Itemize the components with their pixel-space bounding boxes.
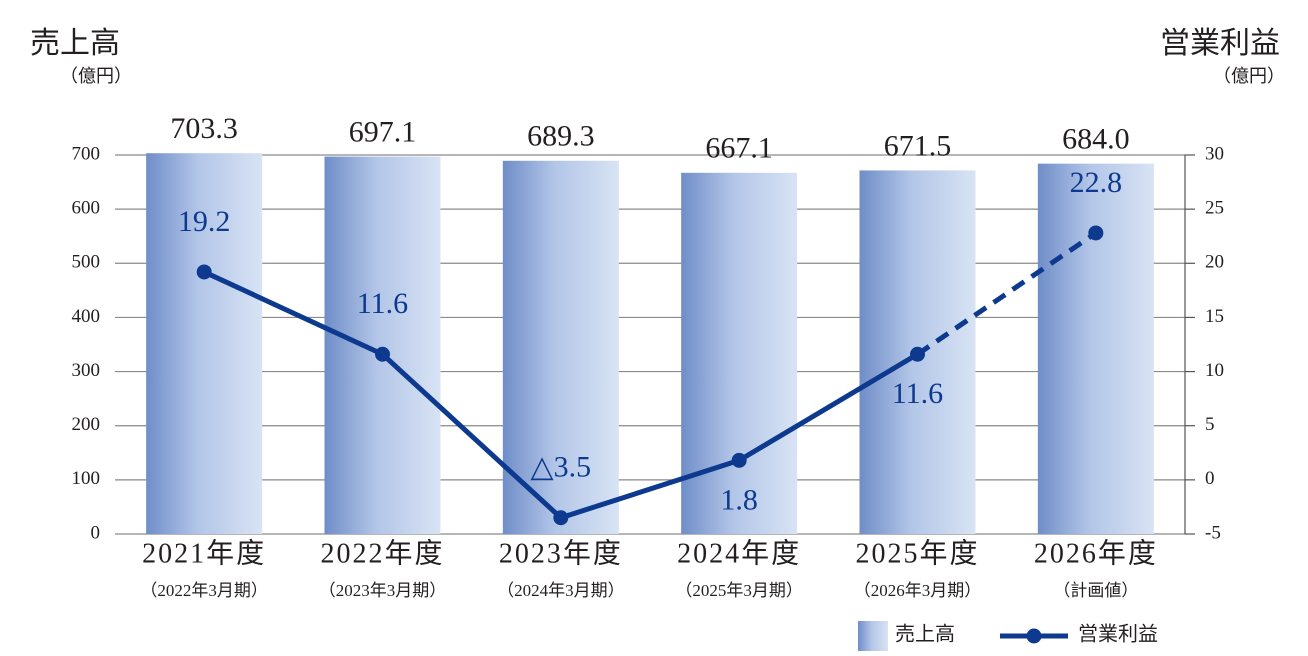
x-tick-label: 2022年度: [320, 537, 444, 569]
x-tick-sublabel: （2022年3月期）: [140, 581, 268, 600]
x-tick-label: 2026年度: [1034, 537, 1158, 569]
y2-axis-unit: （億円）: [1213, 66, 1285, 86]
y2-tick-label: 10: [1205, 360, 1224, 381]
y-tick-label: 400: [72, 306, 101, 327]
x-tick-label: 2023年度: [499, 537, 623, 569]
line-value-label: 11.6: [357, 287, 408, 320]
line-marker: [553, 510, 569, 526]
y2-tick-label: 15: [1205, 306, 1224, 327]
y2-tick-label: 5: [1205, 414, 1215, 435]
bar: [324, 156, 441, 535]
line-value-label: 22.8: [1070, 166, 1123, 199]
bar-value-label: 689.3: [527, 120, 595, 153]
y-axis-unit: （億円）: [60, 66, 132, 86]
y-tick-label: 200: [72, 414, 101, 435]
line-value-label: 19.2: [178, 205, 231, 238]
x-tick-sublabel: （2024年3月期）: [497, 581, 625, 600]
x-tick-label: 2025年度: [855, 537, 979, 569]
bar-value-label: 697.1: [349, 115, 417, 148]
line-marker: [910, 346, 925, 362]
legend-label: 営業利益: [1078, 623, 1158, 646]
y-tick-label: 300: [72, 360, 101, 381]
x-tick-sublabel: （計画値）: [1053, 581, 1138, 600]
line-value-label: 11.6: [892, 377, 943, 410]
x-tick-sublabel: （2026年3月期）: [854, 581, 982, 600]
y2-tick-label: 30: [1205, 143, 1224, 164]
bar-value-label: 703.3: [170, 112, 238, 145]
y2-tick-label: -5: [1205, 522, 1221, 543]
bar-value-label: 671.5: [884, 129, 952, 162]
y2-tick-label: 20: [1205, 252, 1224, 273]
x-tick-label: 2024年度: [677, 537, 801, 569]
y2-tick-label: 25: [1205, 198, 1224, 219]
y-tick-label: 700: [72, 143, 101, 164]
legend-swatch: [858, 621, 888, 651]
line-value-label: 1.8: [720, 483, 758, 516]
bar-value-label: 684.0: [1062, 123, 1130, 156]
y2-tick-label: 0: [1205, 468, 1215, 489]
bar-value-label: 667.1: [705, 132, 773, 165]
y-tick-label: 100: [72, 468, 101, 489]
bar: [502, 160, 619, 535]
legend-marker: [1026, 628, 1042, 644]
y-tick-label: 500: [72, 252, 101, 273]
line-marker: [1088, 225, 1104, 241]
y2-axis-title: 営業利益: [1160, 27, 1280, 60]
bar: [146, 153, 263, 534]
legend-label: 売上高: [895, 623, 955, 646]
x-tick-label: 2021年度: [142, 537, 266, 569]
x-tick-sublabel: （2023年3月期）: [319, 581, 447, 600]
line-marker: [196, 264, 212, 280]
y-tick-label: 600: [72, 198, 101, 219]
line-marker: [731, 452, 747, 468]
bar: [681, 172, 798, 535]
bar: [1037, 163, 1154, 535]
line-marker: [375, 346, 390, 362]
line: [916, 230, 1098, 357]
x-tick-sublabel: （2025年3月期）: [675, 581, 803, 600]
y-axis-title: 売上高: [30, 27, 120, 60]
line-value-label: △3.5: [531, 451, 592, 484]
y-tick-label: 0: [91, 522, 101, 543]
